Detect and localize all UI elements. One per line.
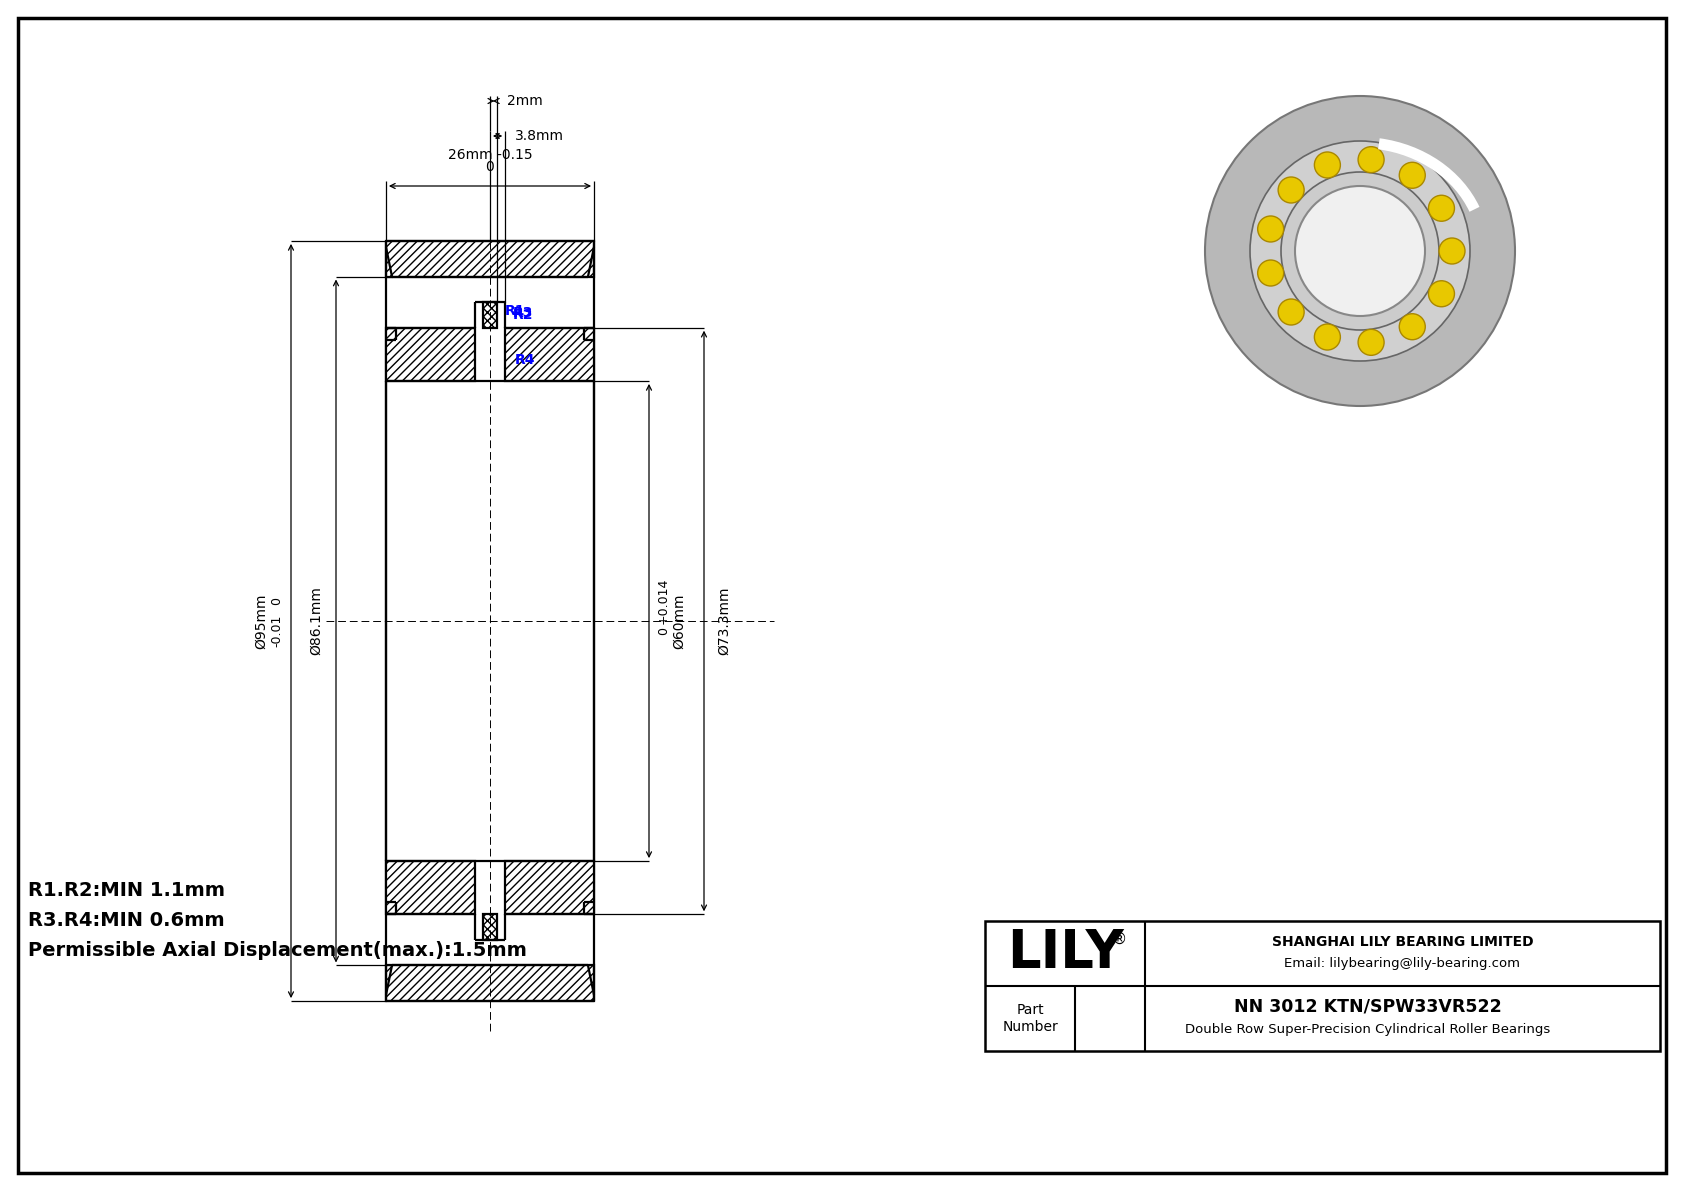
Circle shape [1250, 141, 1470, 361]
Text: R4: R4 [515, 353, 536, 367]
Circle shape [1258, 216, 1283, 242]
Circle shape [1295, 186, 1425, 316]
Circle shape [1282, 172, 1440, 330]
Bar [505, 328, 594, 381]
Text: Email: lilybearing@lily-bearing.com: Email: lilybearing@lily-bearing.com [1285, 958, 1521, 969]
Bar [386, 966, 594, 1000]
Circle shape [1357, 330, 1384, 355]
Circle shape [1399, 313, 1425, 339]
Text: 3.8mm: 3.8mm [515, 129, 564, 143]
Text: 0: 0 [269, 597, 283, 605]
Circle shape [1315, 324, 1340, 350]
Circle shape [1278, 177, 1303, 202]
Text: Ø95mm: Ø95mm [254, 593, 268, 649]
Bar [505, 861, 594, 915]
Circle shape [1357, 146, 1384, 173]
Text: ®: ® [1113, 933, 1128, 947]
Text: Double Row Super-Precision Cylindrical Roller Bearings: Double Row Super-Precision Cylindrical R… [1186, 1023, 1551, 1036]
Text: Ø73.3mm: Ø73.3mm [717, 587, 731, 655]
Text: Part
Number: Part Number [1002, 1003, 1058, 1034]
Text: 0: 0 [485, 160, 495, 174]
Bar [386, 241, 594, 276]
Circle shape [1399, 162, 1425, 188]
Text: R1.R2:MIN 1.1mm: R1.R2:MIN 1.1mm [29, 881, 226, 900]
Circle shape [1258, 260, 1283, 286]
Circle shape [1295, 186, 1425, 316]
Text: NN 3012 KTN/SPW33VR522: NN 3012 KTN/SPW33VR522 [1234, 998, 1502, 1016]
Text: R1: R1 [505, 304, 525, 318]
Text: 0: 0 [657, 626, 670, 635]
Text: R2: R2 [514, 308, 534, 322]
Text: Permissible Axial Displacement(max.):1.5mm: Permissible Axial Displacement(max.):1.5… [29, 942, 527, 960]
Circle shape [1206, 96, 1516, 406]
Text: -0.01: -0.01 [269, 615, 283, 647]
Circle shape [1440, 238, 1465, 264]
Text: Ø60mm: Ø60mm [672, 593, 685, 649]
Circle shape [1315, 152, 1340, 177]
Bar [386, 861, 475, 915]
Circle shape [1278, 299, 1303, 325]
Text: +0.014: +0.014 [657, 578, 670, 624]
Text: SHANGHAI LILY BEARING LIMITED: SHANGHAI LILY BEARING LIMITED [1271, 935, 1534, 948]
Text: R3.R4:MIN 0.6mm: R3.R4:MIN 0.6mm [29, 911, 224, 930]
Text: Ø86.1mm: Ø86.1mm [308, 586, 323, 655]
Circle shape [1428, 281, 1455, 307]
Circle shape [1428, 195, 1455, 222]
Bar [985, 921, 1660, 1050]
Text: R3: R3 [514, 306, 534, 320]
Bar [483, 915, 497, 940]
Text: LILY: LILY [1007, 928, 1123, 979]
Text: 2mm: 2mm [507, 94, 542, 108]
Bar [386, 328, 475, 381]
Bar [483, 303, 497, 328]
Text: 26mm -0.15: 26mm -0.15 [448, 148, 532, 162]
